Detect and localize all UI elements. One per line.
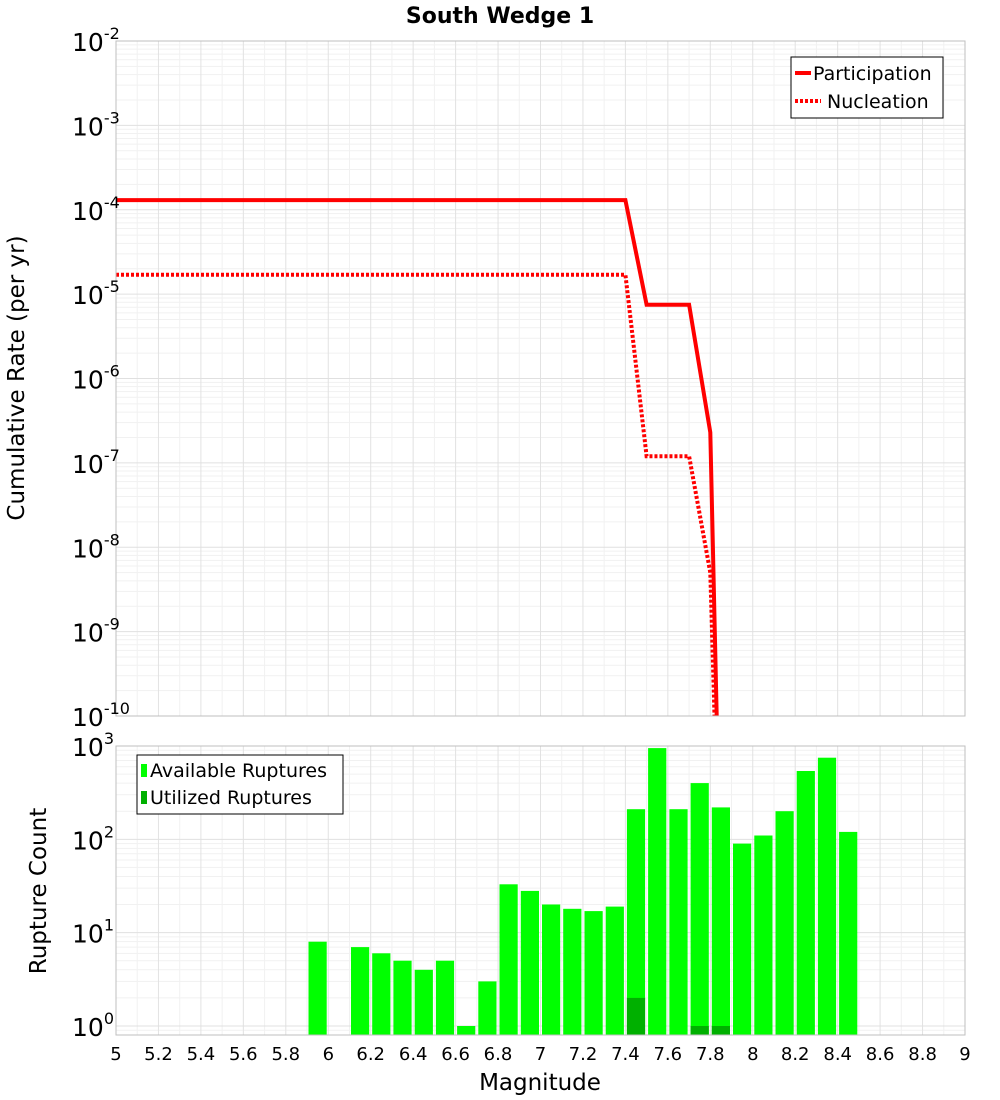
bar-available <box>669 809 688 1035</box>
bar-available <box>605 906 624 1035</box>
bar-available <box>393 960 412 1035</box>
top-legend: Participation Nucleation <box>790 56 944 119</box>
legend-swatch-utilized <box>141 791 147 804</box>
y-tick-label: 10-2 <box>72 24 120 57</box>
top-y-axis-label: Cumulative Rate (per yr) <box>4 235 30 520</box>
bottom-x-tick-labels: 5 5.2 5.4 5.6 5.8 6 6.2 6.4 6.6 6.8 7 7.2 7.4 7.6 7.8 8… <box>110 1044 970 1065</box>
x-tick-label: 6.8 <box>484 1044 513 1065</box>
bar-available <box>775 811 794 1035</box>
y-tick-label: 101 <box>72 916 114 949</box>
bottom-legend: Available Ruptures Utilized Ruptures <box>136 754 344 815</box>
bar-available <box>648 748 667 1035</box>
bar-available <box>584 911 603 1035</box>
series-line-nucleation <box>116 272 717 717</box>
x-tick-label: 6.4 <box>399 1044 428 1065</box>
y-tick-label: 102 <box>72 822 114 855</box>
x-tick-label: 8.6 <box>866 1044 895 1065</box>
x-tick-label: 7.2 <box>569 1044 598 1065</box>
x-tick-label: 8.2 <box>781 1044 810 1065</box>
y-tick-label: 10-3 <box>72 108 120 141</box>
y-tick-label: 10-8 <box>72 530 120 563</box>
bottom-bars <box>308 748 858 1035</box>
x-tick-label: 6.6 <box>441 1044 470 1065</box>
x-tick-label: 5.8 <box>271 1044 300 1065</box>
bar-available <box>563 908 582 1035</box>
bar-available <box>626 809 646 1035</box>
bottom-y-axis-label: Rupture Count <box>26 808 52 974</box>
x-tick-label: 8.4 <box>823 1044 852 1065</box>
bottom-plot-frame <box>115 745 966 1036</box>
bar-utilized <box>626 997 646 1035</box>
bar-available <box>796 771 815 1035</box>
top-series-lines <box>116 198 719 717</box>
top-plot-frame <box>115 40 966 717</box>
top-plot: 10-2 10-3 10-4 10-5 10-6 10-7 10-8 10-9 10-10 Cu… <box>4 24 966 732</box>
y-tick-label: 10-5 <box>72 277 120 310</box>
x-tick-label: 7.4 <box>611 1044 640 1065</box>
bar-available <box>351 947 370 1035</box>
bar-available <box>542 904 561 1035</box>
bar-available <box>435 960 455 1035</box>
bar-available <box>817 757 837 1035</box>
x-tick-label: 5.4 <box>187 1044 216 1065</box>
x-axis-label: Magnitude <box>479 1070 601 1096</box>
x-tick-label: 6.2 <box>356 1044 385 1065</box>
top-grid-major <box>115 40 966 717</box>
legend-label-available: Available Ruptures <box>150 760 327 782</box>
bar-available <box>690 783 709 1035</box>
bar-available <box>414 969 433 1035</box>
bar-available <box>520 890 539 1035</box>
x-tick-label: 7.8 <box>696 1044 725 1065</box>
y-tick-label: 10-4 <box>72 193 120 226</box>
y-tick-label: 10-7 <box>72 446 120 479</box>
x-tick-label: 5.2 <box>144 1044 173 1065</box>
x-tick-label: 5.6 <box>229 1044 258 1065</box>
x-tick-label: 8.8 <box>908 1044 937 1065</box>
bar-available <box>499 884 518 1035</box>
bar-utilized <box>690 1026 709 1035</box>
legend-swatch-available <box>141 764 147 777</box>
series-line-participation <box>116 198 719 717</box>
bar-available <box>372 953 391 1035</box>
x-tick-label: 9 <box>959 1044 970 1065</box>
y-tick-label: 100 <box>72 1009 114 1042</box>
bottom-y-tick-labels: 103 102 101 100 <box>72 729 114 1042</box>
y-tick-label: 103 <box>72 729 114 762</box>
legend-label-utilized: Utilized Ruptures <box>150 787 312 809</box>
x-tick-label: 8 <box>747 1044 758 1065</box>
legend-label-participation: Participation <box>813 63 932 85</box>
bar-available <box>839 831 858 1035</box>
bar-available <box>711 807 730 1035</box>
bar-available <box>478 981 497 1035</box>
x-tick-label: 6 <box>323 1044 334 1065</box>
bar-available <box>733 843 752 1035</box>
bar-utilized <box>711 1026 730 1035</box>
x-tick-label: 5 <box>110 1044 121 1065</box>
bottom-legend-box <box>136 754 344 815</box>
y-tick-label: 10-9 <box>72 615 120 648</box>
y-tick-label: 10-6 <box>72 362 120 395</box>
bar-available <box>754 835 773 1035</box>
bar-available <box>308 941 327 1035</box>
chart-title: South Wedge 1 <box>406 4 594 29</box>
legend-label-nucleation: Nucleation <box>827 91 929 113</box>
x-tick-label: 7 <box>535 1044 546 1065</box>
bottom-plot: 103 102 101 100 5 5.2 5.4 5.6 5.8 6 6.2 6.4 6.6 6.8 7… <box>26 729 971 1096</box>
top-legend-box <box>790 56 944 119</box>
bar-available <box>457 1026 476 1035</box>
top-y-tick-labels: 10-2 10-3 10-4 10-5 10-6 10-7 10-8 10-9 10-10 <box>72 24 130 732</box>
x-tick-label: 7.6 <box>653 1044 682 1065</box>
y-tick-label: 10-10 <box>72 699 130 732</box>
